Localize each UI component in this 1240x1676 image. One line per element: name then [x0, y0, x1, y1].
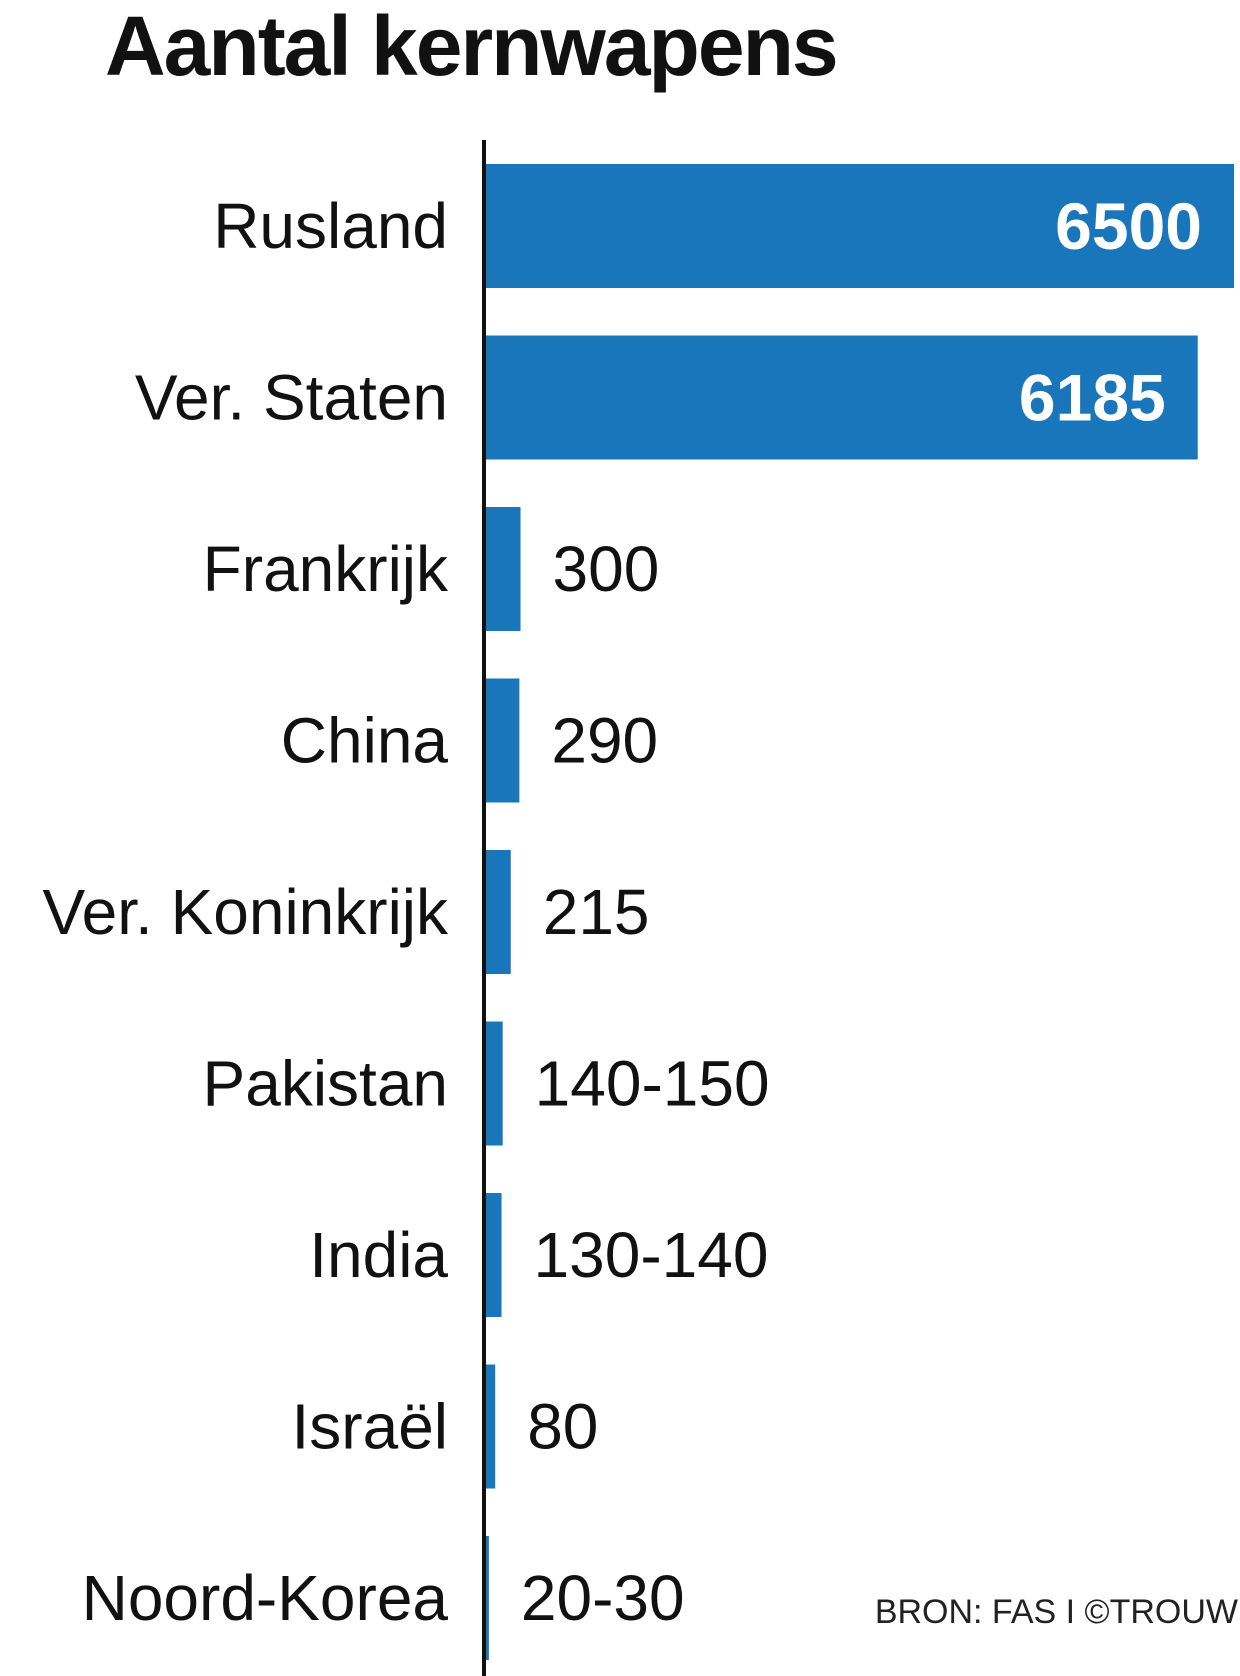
bar-india	[486, 1193, 502, 1317]
value-label-noord-korea: 20-30	[521, 1562, 685, 1634]
value-label-china: 290	[551, 705, 658, 777]
chart-title: Aantal kernwapens	[105, 0, 839, 93]
bars-layer	[486, 164, 1234, 1660]
value-label-ver-staten: 6185	[1019, 361, 1166, 435]
labels-layer: Rusland 6500 Ver. Staten 6185 Frankrijk 300 Ch…	[42, 189, 1202, 1634]
value-label-frankrijk: 300	[553, 533, 660, 605]
category-label-rusland: Rusland	[213, 190, 448, 262]
bar-china	[486, 678, 520, 803]
bar-rusland	[486, 164, 1234, 288]
category-label-frankrijk: Frankrijk	[203, 533, 449, 605]
category-label-israel: Israël	[292, 1391, 449, 1463]
value-label-rusland: 6500	[1055, 189, 1202, 263]
value-label-india: 130-140	[534, 1219, 769, 1291]
value-label-israel: 80	[527, 1391, 598, 1463]
bar-pakistan	[486, 1021, 503, 1146]
category-label-india: India	[309, 1219, 448, 1291]
bar-frankrijk	[486, 507, 521, 631]
category-label-ver-staten: Ver. Staten	[135, 362, 448, 434]
bar-ver-staten	[486, 335, 1198, 460]
bar-noord-korea	[486, 1536, 489, 1660]
bar-israel	[486, 1364, 496, 1489]
category-label-noord-korea: Noord-Korea	[82, 1562, 449, 1634]
bar-ver-koninkrijk	[486, 850, 511, 974]
value-label-ver-koninkrijk: 215	[543, 876, 650, 948]
category-label-china: China	[281, 705, 449, 777]
source-note: BRON: FAS I ©TROUW	[874, 1593, 1238, 1631]
category-label-ver-koninkrijk: Ver. Koninkrijk	[42, 876, 449, 948]
value-label-pakistan: 140-150	[535, 1048, 770, 1120]
category-label-pakistan: Pakistan	[203, 1048, 448, 1120]
